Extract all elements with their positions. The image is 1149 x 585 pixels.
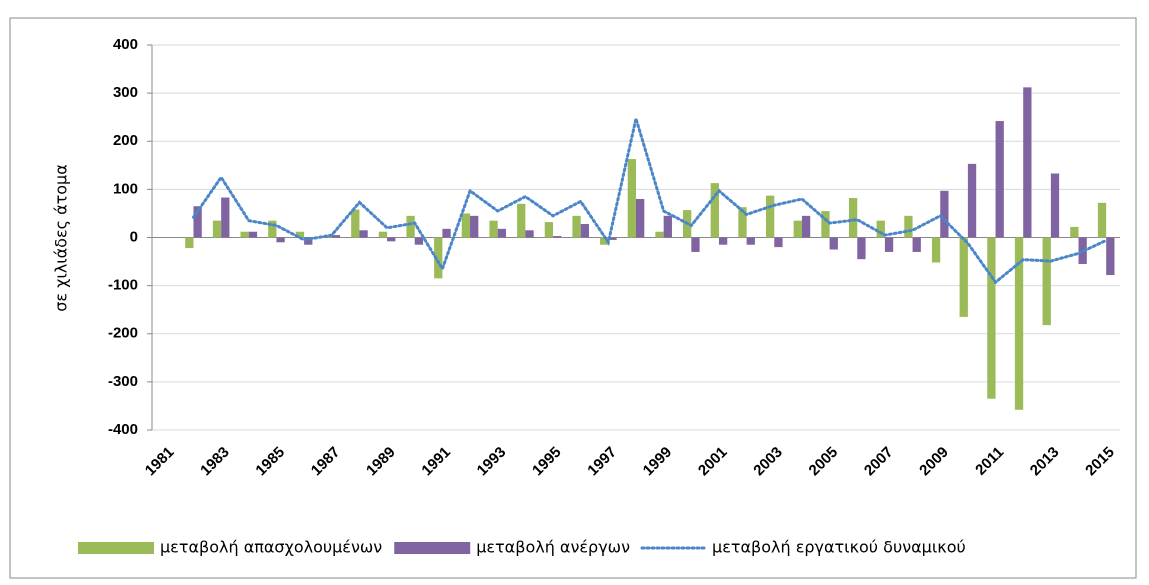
bar <box>876 220 885 238</box>
bar <box>221 197 230 238</box>
bar <box>995 121 1004 238</box>
bar <box>193 206 202 238</box>
chart-frame <box>9 17 1137 579</box>
bar <box>959 237 968 317</box>
bar <box>884 237 894 252</box>
bar <box>544 222 554 238</box>
y-tick-label: 100 <box>113 180 138 197</box>
y-tick-label: 300 <box>113 84 138 101</box>
bar <box>691 237 700 252</box>
bar <box>351 209 360 238</box>
bar <box>904 215 913 238</box>
y-tick-label: -200 <box>108 325 138 342</box>
bar <box>212 220 222 238</box>
bar <box>414 237 424 245</box>
bar <box>461 213 471 238</box>
bar <box>821 211 830 238</box>
bar <box>359 230 368 238</box>
bar <box>636 199 645 238</box>
bar <box>931 237 941 263</box>
legend-label: μεταβολή ανέργων <box>476 538 630 557</box>
y-tick-label: 400 <box>113 36 138 53</box>
bar <box>912 237 921 252</box>
bar <box>600 237 609 245</box>
bar <box>517 203 526 238</box>
bar <box>857 237 866 260</box>
bar <box>1042 237 1051 326</box>
y-tick-label: 0 <box>130 228 138 245</box>
y-tick-label: 200 <box>113 132 138 149</box>
bar <box>185 237 194 249</box>
bar <box>1014 237 1024 410</box>
bar <box>608 237 617 240</box>
bar <box>406 215 415 238</box>
legend-label: μεταβολή απασχολουμένων <box>160 538 382 557</box>
bar <box>1106 237 1115 276</box>
bar <box>718 237 728 245</box>
bar <box>765 195 775 238</box>
bar <box>442 228 451 238</box>
bar <box>1070 226 1079 238</box>
bar <box>470 215 479 238</box>
bar <box>331 235 341 238</box>
bar <box>663 215 672 238</box>
bar <box>793 220 802 238</box>
bar <box>525 230 534 238</box>
bar <box>829 237 838 250</box>
bar <box>738 207 747 238</box>
bar <box>1097 202 1107 238</box>
bar <box>1023 87 1032 238</box>
bar <box>497 228 507 238</box>
bar <box>304 237 313 245</box>
bar <box>1078 237 1087 264</box>
y-tick-label: -400 <box>108 421 138 438</box>
line <box>191 112 1108 285</box>
bar <box>553 236 562 238</box>
bar <box>240 231 249 238</box>
y-axis-label: σε χιλιάδες άτομα <box>52 164 71 312</box>
bar <box>801 215 811 238</box>
legend-label: μεταβολή εργατικού δυναμικού <box>712 538 966 557</box>
bar <box>848 198 858 238</box>
bar <box>774 237 783 248</box>
bar <box>387 237 396 242</box>
bar <box>1050 173 1060 238</box>
bar <box>987 237 996 399</box>
bar <box>434 237 443 279</box>
y-tick-label: -300 <box>108 373 138 390</box>
bar <box>295 231 305 238</box>
y-tick-label: -100 <box>108 277 138 294</box>
bar <box>940 190 949 238</box>
bar <box>967 163 977 238</box>
bar <box>710 183 719 238</box>
legend-swatch <box>78 542 154 554</box>
bar <box>489 220 498 238</box>
bar <box>248 231 258 238</box>
legend-swatch <box>394 542 471 554</box>
bar <box>655 231 664 238</box>
bar <box>627 159 636 238</box>
bar <box>268 220 277 238</box>
bar <box>746 237 755 245</box>
bar <box>378 231 388 238</box>
bar <box>580 224 589 238</box>
bar <box>276 237 285 243</box>
bar <box>572 215 581 238</box>
